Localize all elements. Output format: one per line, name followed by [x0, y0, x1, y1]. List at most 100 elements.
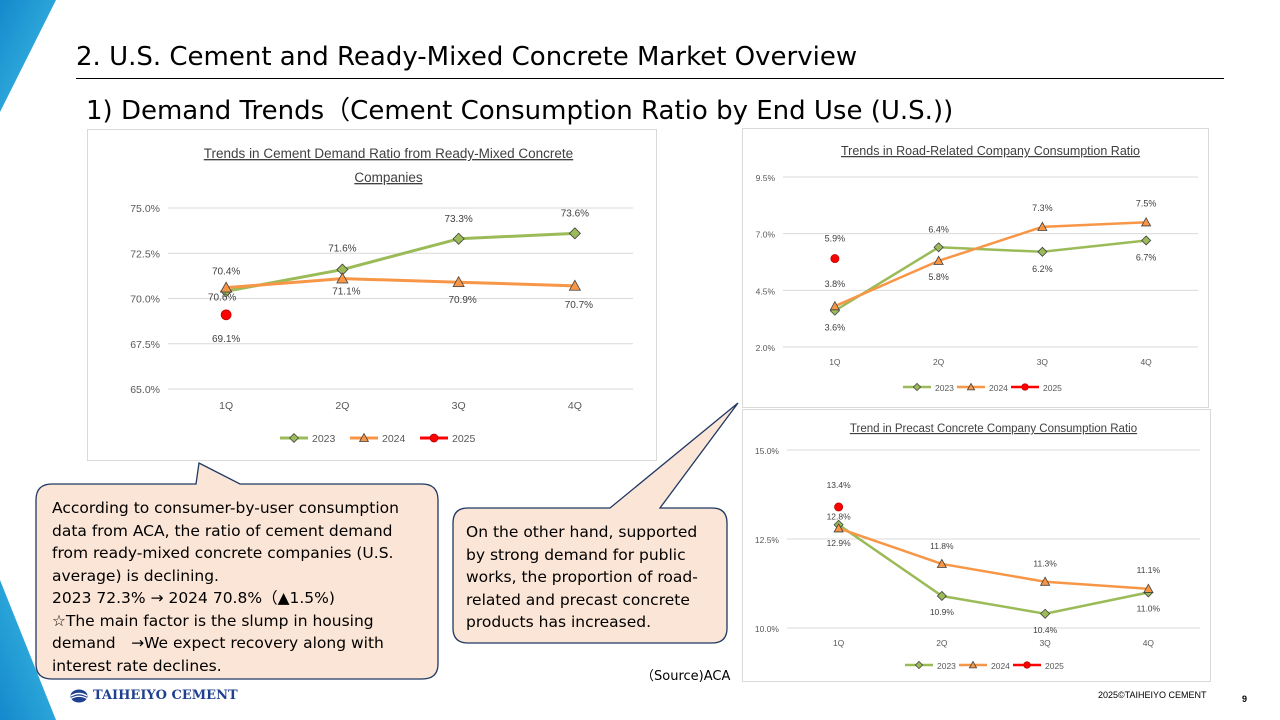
- legend-label: 2025: [452, 433, 476, 445]
- x-tick-label: 3Q: [452, 400, 466, 412]
- legend-label: 2024: [382, 433, 406, 445]
- data-label-2024: 70.9%: [448, 295, 476, 306]
- legend-label: 2023: [312, 433, 336, 445]
- logo-text: TAIHEIYO CEMENT: [93, 688, 238, 703]
- chart-precast: Trend in Precast Concrete Company Consum…: [755, 423, 1200, 671]
- x-tick-label: 1Q: [833, 638, 845, 648]
- chart-panel-ready-mixed: Trends in Cement Demand Ratio from Ready…: [87, 129, 657, 461]
- series-line-2023: [834, 239, 1147, 312]
- legend-marker-2024: [358, 432, 370, 442]
- x-tick-label: 2Q: [933, 357, 945, 367]
- data-label-2023: 6.2%: [1032, 264, 1053, 274]
- y-tick-label: 4.5%: [756, 286, 776, 296]
- logo-mark-icon: [70, 689, 88, 702]
- data-label-2024: 71.1%: [332, 287, 360, 298]
- legend-marker-2023: [289, 433, 299, 443]
- x-tick-label: 4Q: [568, 400, 582, 412]
- data-label-2023: 73.6%: [561, 208, 589, 219]
- chart-ready-mixed: Trends in Cement Demand Ratio from Ready…: [130, 146, 633, 445]
- data-point-2024: [933, 255, 944, 265]
- page-number: 9: [1242, 694, 1248, 704]
- legend-label: 2024: [989, 383, 1008, 393]
- data-point-2025: [830, 254, 840, 264]
- data-point-2024: [1039, 576, 1051, 586]
- y-tick-label: 7.0%: [756, 230, 776, 240]
- data-label-2023: 70.4%: [212, 266, 240, 277]
- chart-title: Companies: [354, 170, 423, 185]
- legend-label: 2023: [935, 383, 954, 393]
- legend-label: 2024: [991, 661, 1010, 671]
- data-point-2023: [452, 232, 465, 245]
- data-point-2025: [220, 309, 232, 321]
- series-line-2024: [834, 221, 1147, 308]
- callout-right-line: works, the proportion of road-: [466, 568, 698, 586]
- y-tick-label: 2.0%: [756, 343, 776, 353]
- callout-left-text: According to consumer-by-user consumptio…: [52, 497, 399, 677]
- callout-left-line: demand →We expect recovery along with: [52, 634, 384, 652]
- y-tick-label: 10.0%: [755, 624, 780, 634]
- callout-left-line: ☆The main factor is the slump in housing: [52, 611, 374, 630]
- data-point-2024: [936, 558, 948, 568]
- chart-title: Trend in Precast Concrete Company Consum…: [850, 423, 1137, 435]
- series-line-2024: [226, 277, 575, 290]
- data-point-2023: [1141, 235, 1152, 246]
- y-tick-label: 70.0%: [130, 294, 160, 306]
- legend-label: 2023: [937, 661, 956, 671]
- copyright: 2025©TAIHEIYO CEMENT: [1098, 690, 1207, 700]
- legend-marker-2024: [966, 382, 976, 391]
- data-point-2025: [834, 502, 844, 512]
- callout-right-line: products has increased.: [466, 613, 652, 631]
- data-point-2023: [936, 590, 947, 602]
- series-line-2023: [225, 231, 575, 293]
- data-point-2023: [1040, 608, 1051, 619]
- y-tick-label: 67.5%: [130, 339, 160, 351]
- chart-title: Trends in Road-Related Company Consumpti…: [841, 144, 1140, 158]
- callout-right-line: by strong demand for public: [466, 545, 686, 564]
- callout-left-line: from ready-mixed concrete companies (U.S…: [52, 544, 394, 562]
- y-tick-label: 72.5%: [130, 248, 160, 260]
- title-divider: [76, 78, 1224, 79]
- y-tick-label: 9.5%: [756, 173, 776, 183]
- callout-left-line: interest rate declines.: [52, 656, 222, 675]
- callout-left-line: data from ACA, the ratio of cement deman…: [52, 521, 393, 540]
- y-tick-label: 65.0%: [130, 384, 160, 396]
- data-label-2025: 5.9%: [825, 234, 846, 244]
- data-label-2023: 6.4%: [928, 224, 949, 234]
- data-point-2024: [1143, 583, 1154, 593]
- chart-panel-road: Trends in Road-Related Company Consumpti…: [742, 128, 1209, 408]
- data-label-2024: 12.8%: [827, 511, 852, 521]
- data-point-2024: [829, 300, 841, 311]
- data-label-2024: 11.3%: [1033, 559, 1057, 569]
- corner-decoration-top: [0, 0, 56, 112]
- legend-marker-2023: [912, 382, 922, 392]
- company-logo: TAIHEIYO CEMENT: [70, 688, 238, 703]
- data-label-2023: 10.9%: [930, 607, 955, 617]
- callout-right-line: On the other hand, supported: [466, 523, 698, 541]
- x-tick-label: 4Q: [1140, 357, 1152, 367]
- y-tick-label: 12.5%: [755, 535, 780, 545]
- data-label-2023: 12.9%: [827, 538, 852, 548]
- data-label-2024: 5.8%: [928, 272, 949, 282]
- chart-panel-precast: Trend in Precast Concrete Company Consum…: [742, 409, 1211, 682]
- chart-road: Trends in Road-Related Company Consumpti…: [756, 144, 1198, 393]
- page-subtitle: 1) Demand Trends（Cement Consumption Rati…: [86, 96, 954, 126]
- series-line-2023: [837, 523, 1149, 616]
- data-point-2023: [1037, 246, 1048, 257]
- chart-title: Trends in Cement Demand Ratio from Ready…: [204, 146, 573, 161]
- data-label-2023: 11.0%: [1137, 603, 1161, 613]
- data-point-2024: [568, 279, 582, 291]
- callout-left-line: 2023 72.3% → 2024 70.8%（▲1.5%): [52, 589, 335, 607]
- data-point-2024: [452, 275, 465, 288]
- data-label-2024: 3.8%: [825, 279, 846, 289]
- data-point-2024: [1140, 217, 1152, 227]
- series-line-2024: [838, 527, 1149, 591]
- page-title: 2. U.S. Cement and Ready-Mixed Concrete …: [76, 42, 858, 72]
- data-point-2024: [1037, 221, 1048, 231]
- data-point-2023: [933, 242, 944, 253]
- callout-right-line: related and precast concrete: [466, 590, 690, 609]
- data-label-2023: 10.4%: [1033, 625, 1058, 635]
- data-point-2024: [219, 281, 233, 293]
- data-point-2024: [833, 522, 844, 533]
- x-tick-label: 2Q: [936, 638, 948, 648]
- x-tick-label: 1Q: [219, 400, 233, 412]
